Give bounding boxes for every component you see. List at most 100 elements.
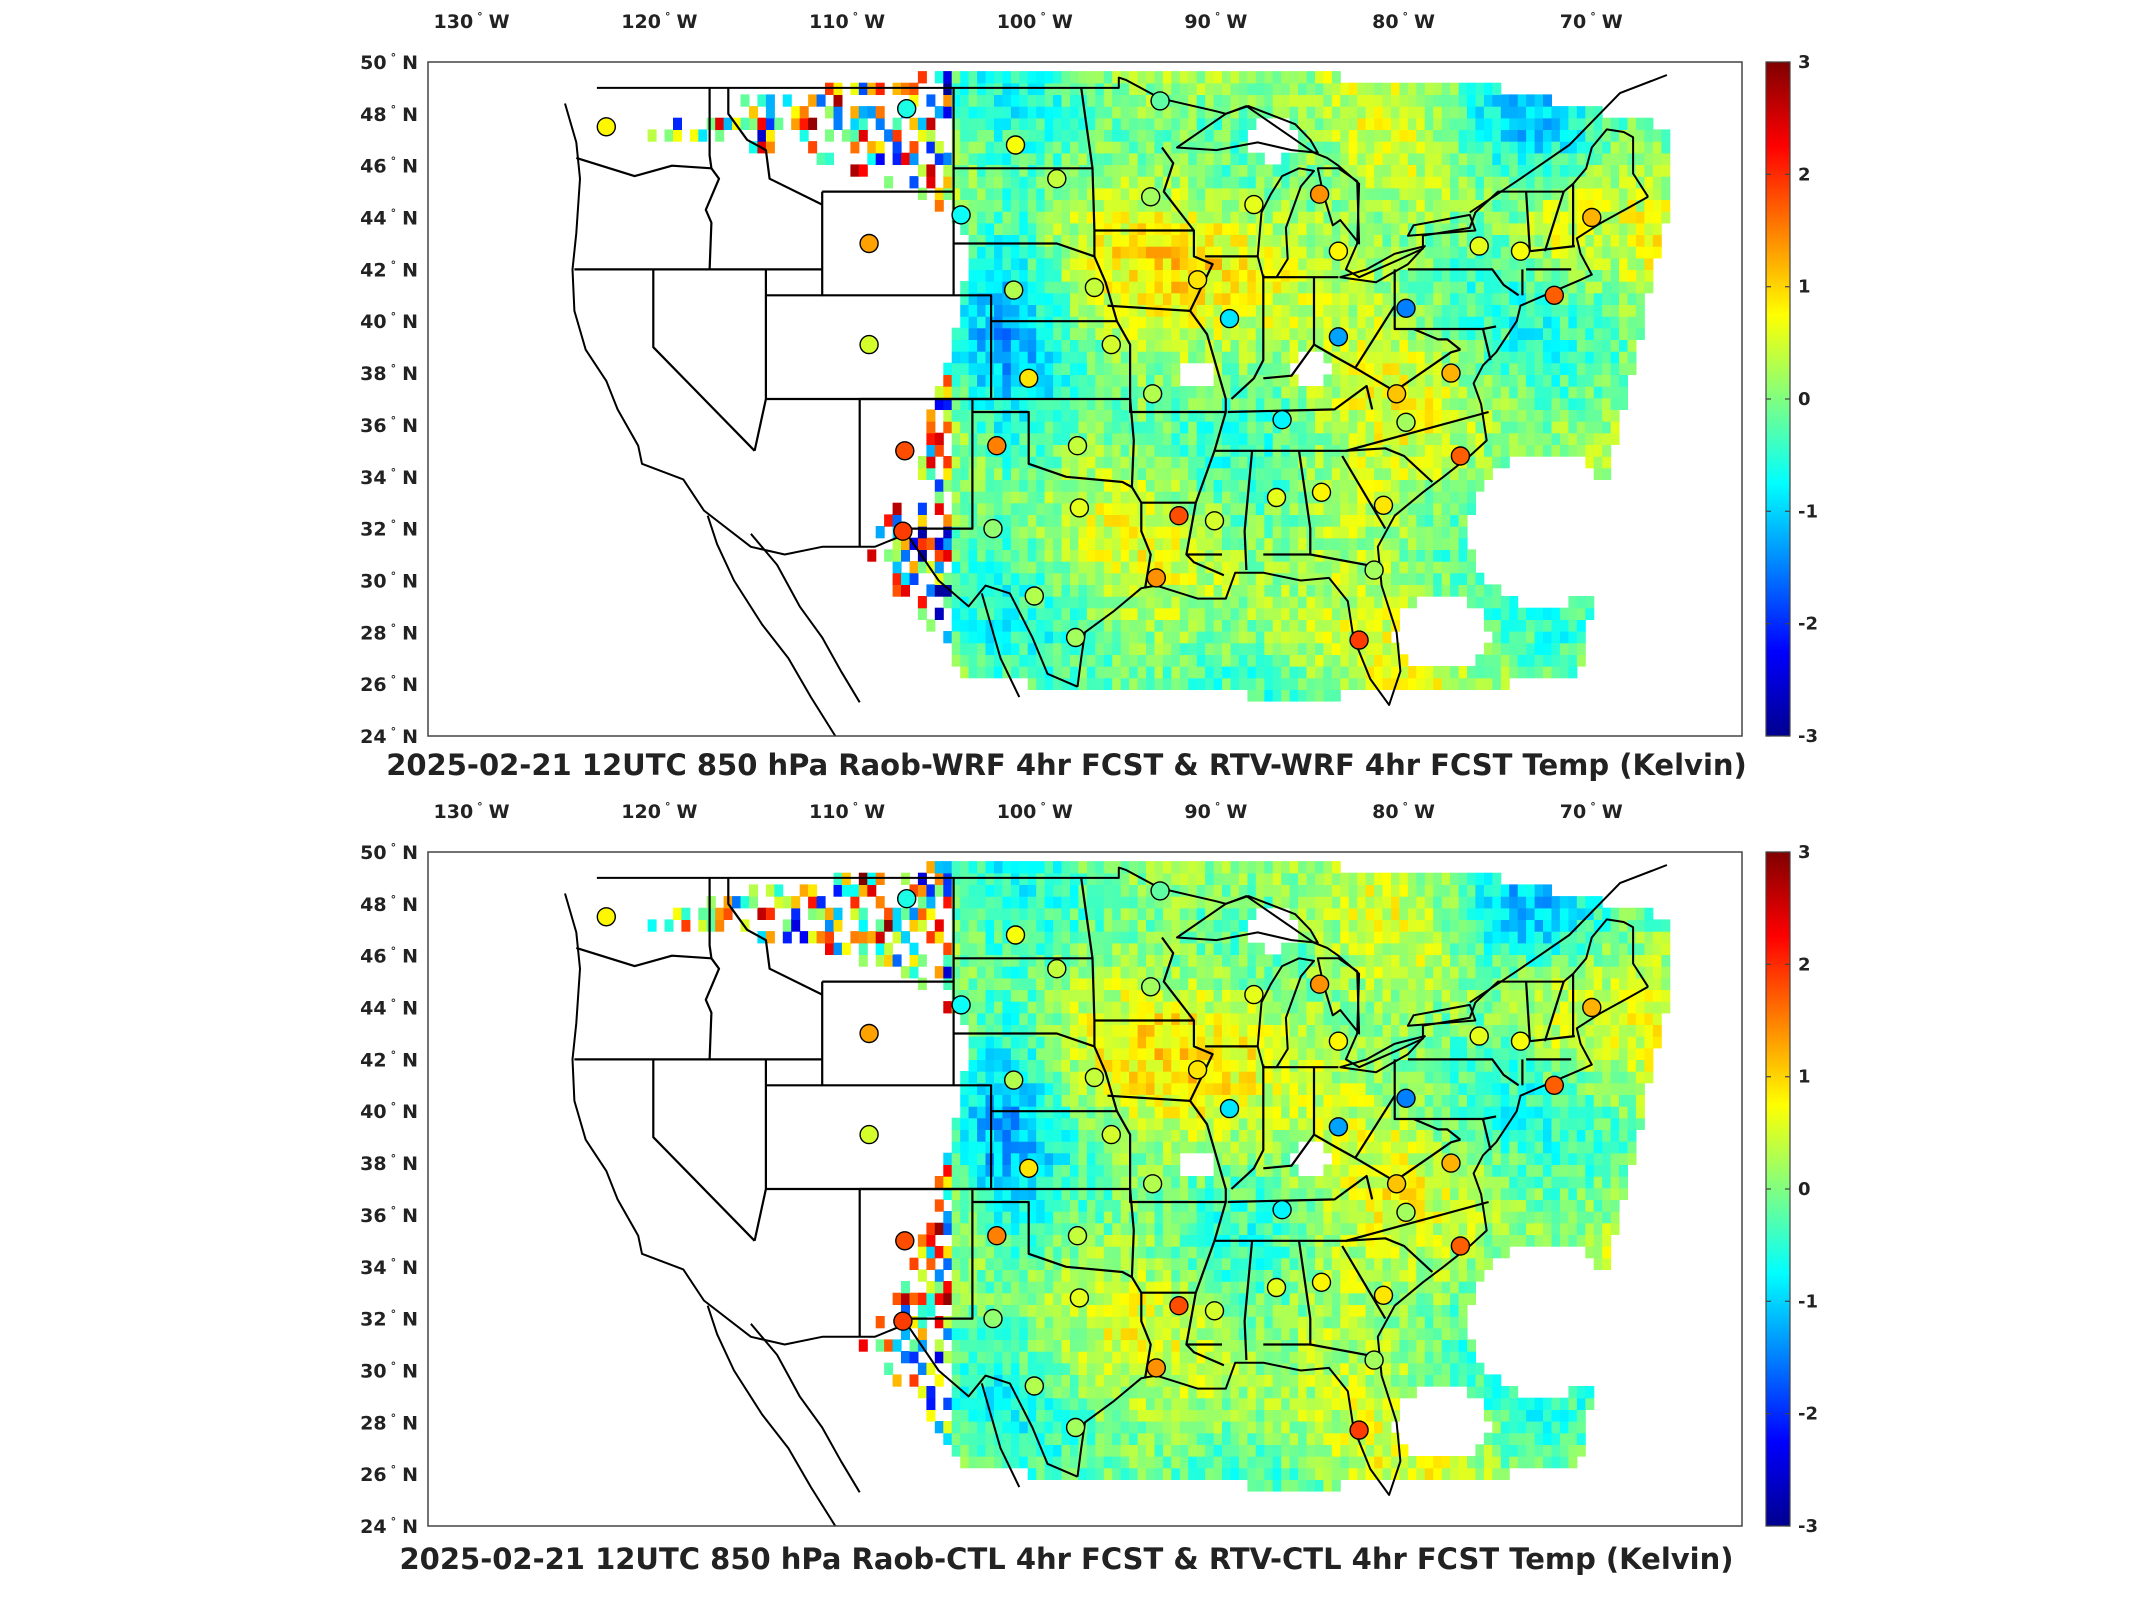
field-cell: [1551, 106, 1561, 119]
field-cell: [1154, 619, 1164, 632]
field-cell: [1196, 246, 1206, 259]
field-cell: [1281, 246, 1291, 259]
field-cell: [1289, 421, 1299, 434]
field-cell: [1171, 397, 1181, 410]
field-cell: [1458, 339, 1468, 352]
field-cell: [1061, 1467, 1071, 1480]
field-cell: [1036, 456, 1046, 469]
field-cell: [1306, 409, 1316, 422]
field-cell: [1298, 1374, 1308, 1387]
field-cell: [1222, 409, 1231, 422]
field-cell: [1509, 1444, 1519, 1457]
field-cell: [1382, 584, 1392, 597]
field-cell: [1500, 362, 1510, 375]
field-cell: [1382, 1456, 1392, 1469]
field-cell: [1576, 631, 1586, 644]
field-cell: [1306, 456, 1316, 469]
field-cell: [1458, 106, 1468, 119]
field-cell: [1036, 234, 1046, 247]
field-cell: [1002, 444, 1012, 457]
field-cell: [901, 549, 910, 562]
field-cell: [1374, 642, 1384, 655]
field-cell: [1492, 199, 1502, 212]
field-cell: [1424, 502, 1434, 515]
field-cell: [1374, 176, 1384, 189]
field-cell: [1467, 386, 1476, 399]
field-cell: [1467, 1374, 1476, 1387]
field-cell: [1458, 257, 1468, 270]
field-cell: [1534, 141, 1544, 154]
field-cell: [1644, 187, 1654, 200]
field-cell: [1306, 94, 1316, 107]
field-cell: [1323, 514, 1333, 527]
field-cell: [1255, 374, 1265, 387]
field-cell: [1205, 444, 1215, 457]
field-cell: [1416, 1374, 1426, 1387]
field-cell: [1450, 549, 1460, 562]
lon-tick-label: 80 ° W: [1372, 10, 1435, 33]
field-cell: [1534, 211, 1544, 224]
field-cell: [892, 502, 902, 515]
field-cell: [917, 514, 927, 527]
field-cell: [1154, 234, 1164, 247]
field-cell: [1171, 71, 1181, 84]
field-cell: [1272, 304, 1282, 317]
field-cell: [1492, 1374, 1502, 1387]
field-cell: [1433, 1351, 1443, 1364]
field-cell: [1120, 176, 1130, 189]
field-cell: [1357, 257, 1367, 270]
field-cell: [1019, 257, 1029, 270]
field-cell: [1475, 1374, 1485, 1387]
field-cell: [1179, 327, 1189, 340]
field-cell: [1348, 1362, 1358, 1375]
field-cell: [1585, 257, 1595, 270]
field-cell: [1399, 1374, 1409, 1387]
field-cell: [1171, 596, 1181, 609]
field-cell: [1255, 479, 1265, 492]
field-cell: [1213, 82, 1223, 95]
field-cell: [1483, 141, 1493, 154]
field-cell: [1374, 1444, 1384, 1457]
field-cell: [1027, 491, 1037, 504]
field-cell: [977, 71, 987, 84]
field-cell: [1238, 1386, 1248, 1399]
field-cell: [1247, 502, 1257, 515]
field-cell: [917, 456, 927, 469]
field-cell: [1619, 374, 1628, 387]
field-cell: [1407, 432, 1417, 445]
field-cell: [1315, 619, 1324, 632]
field-cell: [1407, 152, 1417, 165]
field-cell: [1205, 631, 1215, 644]
field-cell: [1348, 351, 1358, 364]
field-cell: [1255, 71, 1265, 84]
field-cell: [1272, 456, 1282, 469]
field-cell: [1416, 561, 1426, 574]
field-cell: [1382, 129, 1392, 142]
field-cell: [1610, 141, 1620, 154]
field-cell: [901, 1351, 910, 1364]
field-cell: [1441, 1351, 1451, 1364]
field-cell: [1010, 327, 1020, 340]
field-cell: [994, 117, 1003, 130]
field-cell: [1086, 421, 1096, 434]
field-cell: [1070, 1386, 1079, 1399]
field-cell: [1010, 94, 1020, 107]
field-cell: [1053, 1467, 1063, 1480]
field-cell: [1281, 374, 1291, 387]
field-cell: [1095, 269, 1105, 282]
field-cell: [1450, 677, 1460, 690]
field-cell: [977, 246, 987, 259]
field-cell: [1120, 164, 1130, 177]
field-cell: [1635, 234, 1645, 247]
field-cell: [1137, 327, 1147, 340]
field-cell: [985, 572, 995, 585]
field-cell: [985, 421, 995, 434]
field-cell: [1222, 94, 1231, 107]
field-cell: [1306, 689, 1316, 702]
field-cell: [968, 526, 978, 539]
field-cell: [1154, 549, 1164, 562]
field-cell: [1044, 584, 1054, 597]
field-cell: [1298, 491, 1308, 504]
field-cell: [1661, 187, 1671, 200]
field-cell: [1517, 362, 1527, 375]
